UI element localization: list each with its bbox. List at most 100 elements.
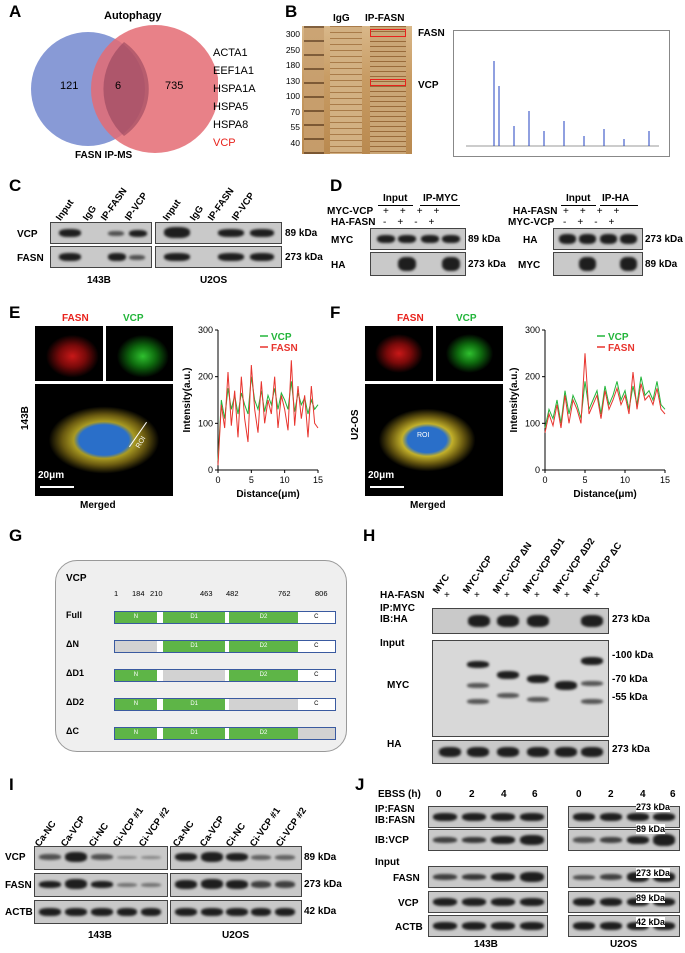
series-line-vcp [217, 376, 319, 461]
f-channel-fasn: FASN [397, 313, 424, 324]
c-blot-143b-fasn [50, 246, 152, 268]
x-tick-label: 5 [249, 475, 254, 485]
g-construct-bar: N D2 C [114, 669, 336, 682]
d-left-signs2: -+-+ [383, 217, 446, 228]
j-size-in-42: 42 kDa [636, 917, 666, 927]
g-domain-segment: D2 [229, 670, 299, 681]
y-tick-label: 200 [198, 372, 213, 382]
d-right-signs1: ++++ [563, 206, 631, 217]
j-size-in-89: 89 kDa [636, 893, 666, 903]
i-cell-u2os: U2OS [222, 930, 250, 941]
e-roi: ROI [135, 435, 148, 450]
f-image-fasn [365, 326, 433, 381]
panel-label-h: H [363, 526, 376, 545]
series-line-vcp [544, 376, 666, 429]
d-right-row-ha: HA [523, 235, 538, 246]
d-right-signs2: -+-+ [563, 217, 626, 228]
e-line-chart: 0 100 200 300 0 5 10 15 Distance(μm) Intensity(a.… [182, 325, 323, 500]
h-input: Input [380, 638, 405, 649]
c-blot-143b-vcp [50, 222, 152, 244]
g-domain-segment: D1 [163, 699, 226, 710]
d-left-blot-ha [370, 252, 466, 276]
j-input: Input [375, 857, 400, 868]
i-blot-u2os-actb [170, 900, 302, 924]
g-domain-segment: N [115, 699, 158, 710]
j-ib-fasn: IB:FASN [375, 815, 415, 826]
g-domain-segment [297, 728, 336, 739]
series-line-fasn [544, 353, 666, 433]
d-right-input: Input [566, 193, 591, 204]
f-image-vcp [436, 326, 503, 381]
d-left-size-273: 273 kDa [468, 259, 506, 270]
d-right-ipha: IP-HA [602, 193, 630, 204]
g-domain-segment: N [115, 728, 158, 739]
g-construct-bar: N D1 D2 C [114, 611, 336, 624]
panel-label-e: E [9, 303, 21, 322]
gene-item: HSPA5 [213, 101, 249, 113]
j-blot-143b-vcp [428, 891, 548, 913]
c-cell-u2os: U2OS [200, 275, 228, 286]
x-tick-label: 0 [542, 475, 547, 485]
panel-label-d: D [330, 176, 343, 195]
i-cell-143b: 143B [88, 930, 112, 941]
fasn-band-box [370, 29, 406, 37]
j-blot-143b-fasn [428, 866, 548, 888]
j-row-actb: ACTB [395, 922, 423, 933]
i-blot-143b-actb [34, 900, 168, 924]
y-tick-label: 0 [535, 465, 540, 475]
panel-label-g: G [9, 526, 23, 545]
panel-label-j: J [355, 775, 365, 794]
c-row-vcp: VCP [17, 229, 38, 240]
g-domain-segment: C [297, 612, 336, 623]
y-tick-label: 100 [525, 418, 540, 428]
f-image-merged: ROI 20μm [365, 384, 503, 496]
i-blot-u2os-vcp [170, 846, 302, 870]
j-blot-143b-actb [428, 915, 548, 937]
h-blot-ip [432, 608, 609, 634]
g-construct-label: Full [66, 610, 82, 620]
d-left-cond1: MYC-VCP [327, 206, 374, 217]
e-channel-vcp: VCP [123, 313, 144, 324]
j-row-vcp: VCP [398, 898, 419, 909]
venn-left-label: FASN IP-MS [75, 150, 133, 161]
i-lane-label: Ci-NC [86, 821, 112, 849]
f-merged-label: Merged [410, 500, 446, 511]
g-domain-segment: D2 [229, 612, 299, 623]
g-domain-segment: N [115, 670, 158, 681]
c-lane-label: IgG [80, 203, 100, 223]
y-tick-label: 300 [525, 325, 540, 335]
i-size-42: 42 kDa [304, 906, 337, 917]
j-size-ip-273: 273 kDa [636, 802, 671, 812]
d-left-row-myc: MYC [331, 235, 354, 246]
g-domain-segment: N [115, 612, 158, 623]
e-image-vcp [106, 326, 173, 381]
g-construct-label: ΔD2 [66, 697, 84, 707]
i-lane-label: Ca-VCP [197, 814, 227, 849]
y-tick-label: 100 [198, 418, 213, 428]
f-channel-vcp: VCP [456, 313, 477, 324]
c-size-273: 273 kDa [285, 252, 323, 263]
venn-right-count: 735 [165, 80, 184, 92]
gel-lane-igg: IgG [333, 13, 350, 24]
j-cell-u2os: U2OS [610, 939, 638, 950]
h-size-70: -70 kDa [612, 674, 648, 685]
g-domain-segment [163, 670, 226, 681]
i-blot-143b-vcp [34, 846, 168, 870]
j-blot-u2os-ipvcp [568, 829, 680, 851]
d-right-size-89: 89 kDa [645, 259, 678, 270]
c-lane-label: IgG [187, 203, 207, 223]
e-cell-label: 143B [20, 406, 31, 430]
g-construct-bar: N D1 D2 [114, 727, 336, 740]
h-size-ip: 273 kDa [612, 614, 650, 625]
h-ha-fasn: HA-FASN [380, 590, 425, 601]
h-size-55: -55 kDa [612, 692, 648, 703]
i-lane-label: Ca-VCP [58, 814, 88, 849]
g-construct-label: ΔD1 [66, 668, 84, 678]
d-left-cond2: HA-FASN [331, 217, 376, 228]
i-blot-u2os-fasn [170, 873, 302, 897]
gel-label-fasn: FASN [418, 28, 445, 39]
x-tick-label: 10 [620, 475, 630, 485]
d-left-input: Input [383, 193, 408, 204]
g-construct-bar: N D1 C [114, 698, 336, 711]
c-cell-143b: 143B [87, 275, 111, 286]
